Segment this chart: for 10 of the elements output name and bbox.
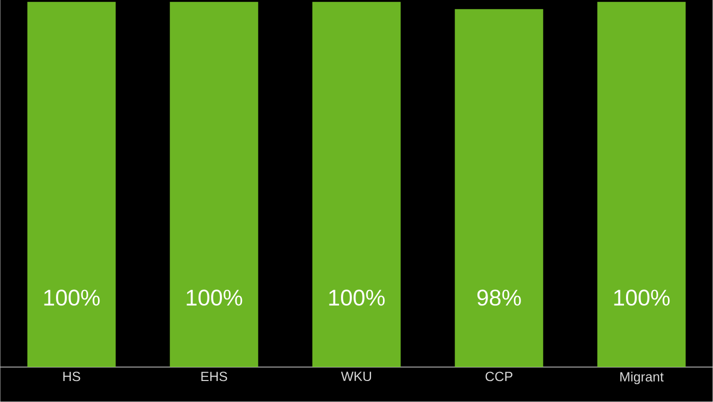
x-tick-label: HS: [63, 372, 80, 382]
data-label: 100%: [44, 290, 100, 306]
x-tick-label: Migrant: [620, 372, 664, 384]
data-label: 100%: [614, 290, 670, 306]
x-tick-label: EHS: [201, 372, 228, 382]
x-tick-label: CCP: [486, 372, 512, 382]
data-label: 100%: [186, 290, 242, 306]
data-label: 98%: [477, 290, 521, 306]
x-tick-label: WKU: [341, 372, 372, 382]
data-label: 100%: [329, 290, 385, 306]
